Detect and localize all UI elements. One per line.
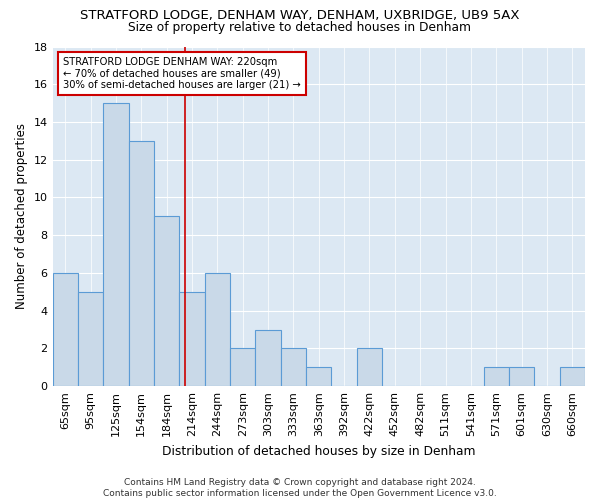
Text: STRATFORD LODGE, DENHAM WAY, DENHAM, UXBRIDGE, UB9 5AX: STRATFORD LODGE, DENHAM WAY, DENHAM, UXB… — [80, 9, 520, 22]
Bar — [484, 368, 509, 386]
Bar — [179, 292, 205, 386]
Bar — [509, 368, 534, 386]
Bar — [103, 103, 128, 386]
Bar — [53, 273, 78, 386]
Bar — [357, 348, 382, 386]
Bar — [256, 330, 281, 386]
Bar — [281, 348, 306, 386]
Bar — [128, 141, 154, 386]
Bar — [78, 292, 103, 386]
X-axis label: Distribution of detached houses by size in Denham: Distribution of detached houses by size … — [162, 444, 476, 458]
Text: STRATFORD LODGE DENHAM WAY: 220sqm
← 70% of detached houses are smaller (49)
30%: STRATFORD LODGE DENHAM WAY: 220sqm ← 70%… — [63, 56, 301, 90]
Bar — [154, 216, 179, 386]
Bar — [306, 368, 331, 386]
Bar — [205, 273, 230, 386]
Text: Contains HM Land Registry data © Crown copyright and database right 2024.
Contai: Contains HM Land Registry data © Crown c… — [103, 478, 497, 498]
Y-axis label: Number of detached properties: Number of detached properties — [15, 124, 28, 310]
Bar — [560, 368, 585, 386]
Bar — [230, 348, 256, 386]
Text: Size of property relative to detached houses in Denham: Size of property relative to detached ho… — [128, 21, 472, 34]
